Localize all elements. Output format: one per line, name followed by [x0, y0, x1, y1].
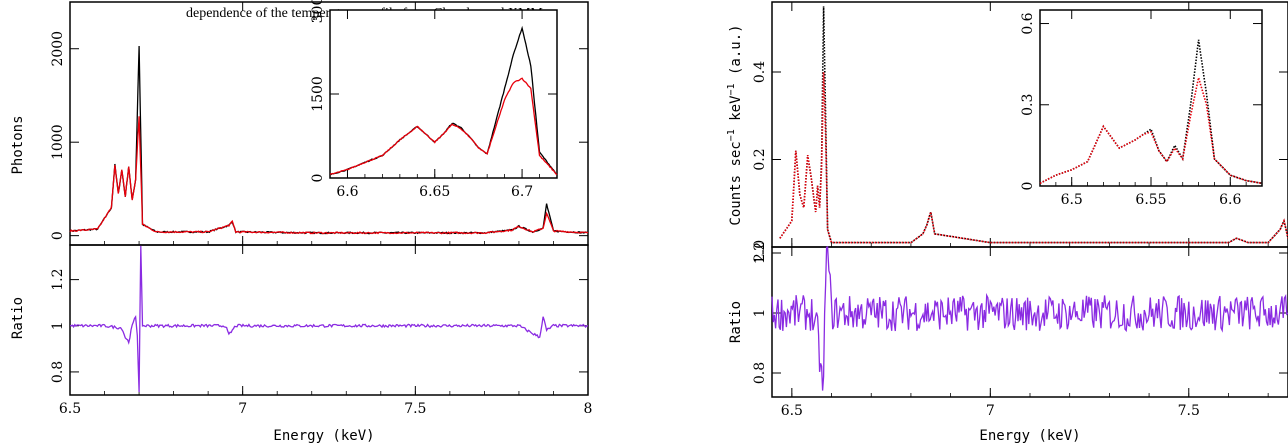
y-tick-label: 300 — [310, 0, 326, 23]
left-ratio-series — [69, 245, 588, 393]
series-purple-line — [771, 246, 1288, 391]
left-ratio-frame — [69, 244, 589, 396]
y-tick-label: 0.4 — [752, 61, 768, 83]
right-ratio-ticks: 6.5 7 7.5 0.8 1 1.22.0 — [752, 240, 1288, 419]
series-black-line — [1039, 39, 1263, 185]
x-tick-label: 7.5 — [1178, 403, 1200, 419]
series-red-line — [69, 116, 589, 235]
x-tick-label: 6.5 — [59, 401, 81, 417]
y-tick-label: 1.2 — [752, 242, 768, 264]
y-tick-label: 1 — [752, 309, 768, 318]
x-tick-label: 6.55 — [1135, 192, 1166, 208]
x-tick-label: 6.65 — [419, 184, 450, 200]
right-ratio-series — [771, 246, 1288, 391]
right-inset-ticks: 6.5 6.55 6.6 0 0.3 0.6 — [1020, 10, 1263, 208]
x-tick-label: 6.5 — [781, 403, 803, 419]
y-tick-label: 0 — [1020, 182, 1036, 191]
right-top-ylabel: Counts sec−1 keV−1 (a.u.) — [726, 24, 744, 225]
x-tick-label: 7 — [238, 401, 247, 417]
right-xlabel: Energy (keV) — [979, 428, 1080, 444]
y-tick-label: 0.2 — [752, 148, 768, 170]
y-tick-label: 1.2 — [50, 268, 66, 290]
right-ratio-frame — [771, 246, 1288, 398]
y-tick-label: 1500 — [310, 76, 326, 112]
series-red-line — [329, 77, 558, 176]
left-inset-frame — [329, 9, 558, 179]
y-tick-label: 1 — [50, 321, 66, 330]
x-tick-label: 6.5 — [1061, 192, 1083, 208]
right-inset-frame — [1039, 9, 1263, 187]
x-tick-label: 6.6 — [336, 184, 358, 200]
y-tick-label: 0.8 — [752, 362, 768, 384]
left-top-series — [69, 45, 589, 235]
x-tick-label: 6.6 — [1219, 192, 1241, 208]
series-purple-line — [69, 245, 588, 393]
left-inset-series — [329, 25, 558, 176]
y-tick-label: 2000 — [50, 31, 66, 67]
right-ratio-panel: 6.5 7 7.5 0.8 1 1.22.0 Ratio Energy (keV) — [728, 240, 1288, 444]
left-inset-ticks: 6.6 6.65 6.7 0 1500 300 — [310, 0, 558, 200]
left-inset-panel: 6.6 6.65 6.7 0 1500 300 — [310, 0, 558, 200]
right-inset-series — [1039, 39, 1263, 185]
left-ratio-ticks: 6.5 7 7.5 8 0.8 1 1.2 — [50, 245, 592, 417]
right-top-ticks: 0.2 0.4 — [752, 2, 1288, 247]
y-tick-label: 0.8 — [50, 361, 66, 383]
right-ratio-ylabel: Ratio — [728, 301, 744, 343]
left-xlabel: Energy (keV) — [273, 428, 374, 444]
left-top-ylabel: Photons — [10, 115, 26, 174]
y-tick-label: 2.0 — [752, 240, 768, 262]
y-tick-label: 0.3 — [1020, 94, 1036, 116]
right-inset-panel: 6.5 6.55 6.6 0 0.3 0.6 — [1020, 9, 1263, 208]
y-tick-label: 0 — [310, 174, 326, 183]
x-tick-label: 7.5 — [404, 401, 426, 417]
series-red-line — [1039, 77, 1263, 185]
right-top-series — [779, 6, 1288, 244]
left-ratio-panel: 6.5 7 7.5 8 0.8 1 1.2 Ratio Energy (keV) — [10, 244, 592, 444]
left-ratio-ylabel: Ratio — [10, 297, 26, 339]
y-tick-label: 0 — [50, 231, 66, 240]
y-tick-label: 0.6 — [1020, 12, 1036, 34]
left-top-panel: 0 1000 2000 Photons — [10, 1, 589, 246]
x-tick-label: 6.7 — [511, 184, 533, 200]
series-red-line — [779, 71, 1288, 244]
y-tick-label: 1000 — [50, 124, 66, 160]
x-tick-label: 7 — [986, 403, 995, 419]
x-tick-label: 8 — [584, 401, 593, 417]
series-black-line — [779, 6, 1288, 244]
right-top-panel: 0.2 0.4 Counts sec−1 keV−1 (a.u.) — [726, 1, 1288, 248]
